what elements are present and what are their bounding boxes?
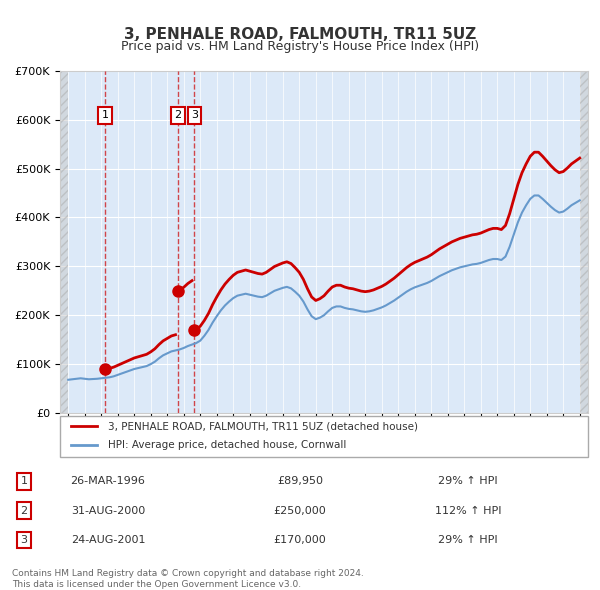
Text: £170,000: £170,000: [274, 535, 326, 545]
Text: £89,950: £89,950: [277, 477, 323, 486]
Bar: [580, 71, 588, 413]
Text: 26-MAR-1996: 26-MAR-1996: [71, 477, 145, 486]
Text: £250,000: £250,000: [274, 506, 326, 516]
Text: 29% ↑ HPI: 29% ↑ HPI: [438, 477, 498, 486]
Text: 29% ↑ HPI: 29% ↑ HPI: [438, 535, 498, 545]
Text: 3: 3: [20, 535, 28, 545]
Text: 112% ↑ HPI: 112% ↑ HPI: [435, 506, 501, 516]
Text: Price paid vs. HM Land Registry's House Price Index (HPI): Price paid vs. HM Land Registry's House …: [121, 40, 479, 53]
Text: 24-AUG-2001: 24-AUG-2001: [71, 535, 145, 545]
Text: HPI: Average price, detached house, Cornwall: HPI: Average price, detached house, Corn…: [107, 440, 346, 450]
Text: 31-AUG-2000: 31-AUG-2000: [71, 506, 145, 516]
Text: 3, PENHALE ROAD, FALMOUTH, TR11 5UZ: 3, PENHALE ROAD, FALMOUTH, TR11 5UZ: [124, 27, 476, 41]
Bar: [60, 71, 68, 413]
Text: 3: 3: [191, 110, 198, 120]
Text: Contains HM Land Registry data © Crown copyright and database right 2024.
This d: Contains HM Land Registry data © Crown c…: [12, 569, 364, 589]
Text: 1: 1: [20, 477, 28, 486]
Text: 3, PENHALE ROAD, FALMOUTH, TR11 5UZ (detached house): 3, PENHALE ROAD, FALMOUTH, TR11 5UZ (det…: [107, 421, 418, 431]
Text: 2: 2: [20, 506, 28, 516]
FancyBboxPatch shape: [60, 416, 588, 457]
Text: 1: 1: [101, 110, 109, 120]
Text: 2: 2: [175, 110, 182, 120]
